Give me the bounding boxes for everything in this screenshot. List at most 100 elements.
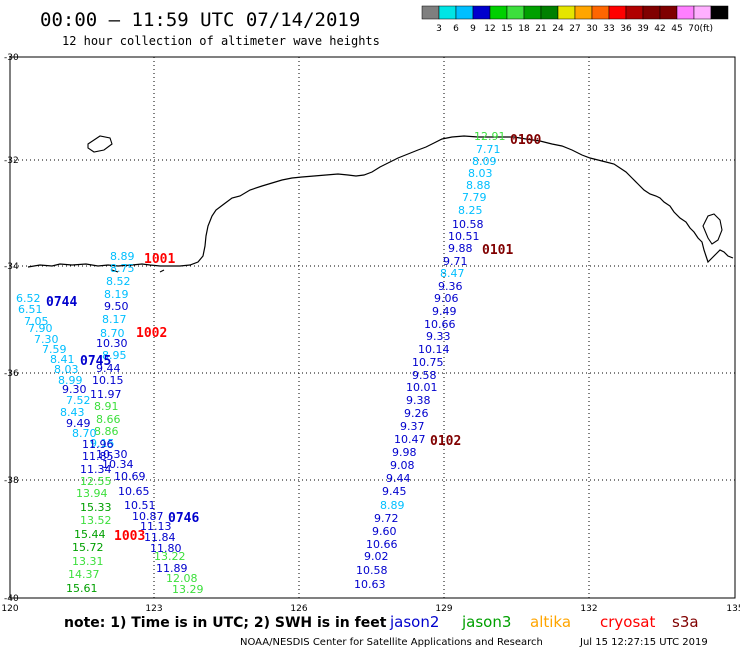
latitude-label: -36 (4, 369, 19, 379)
wave-height-point: 15.33 (80, 501, 112, 514)
legend-cryosat: cryosat (600, 613, 655, 631)
scale-swatch (642, 5, 661, 20)
map-subtitle: 12 hour collection of altimeter wave hei… (62, 34, 380, 48)
island-outline (87, 135, 113, 153)
wave-height-point: 8.43 (60, 406, 85, 419)
credit-line: NOAA/NESDIS Center for Satellite Applica… (240, 637, 543, 648)
wave-height-point: 8.70 (100, 327, 125, 340)
footer-note: note: 1) Time is in UTC; 2) SWH is in fe… (64, 615, 387, 631)
wave-height-point: 8.47 (440, 267, 465, 280)
wave-height-point: 10.75 (412, 356, 444, 369)
wave-height-point: 15.61 (66, 582, 98, 595)
scale-unit: (ft) (699, 24, 713, 34)
wave-height-point: 8.89 (110, 250, 135, 263)
scale-label: 30 (586, 24, 598, 34)
wave-height-point: 8.91 (94, 400, 119, 413)
scale-label: 15 (501, 24, 512, 34)
latitude-label: -32 (4, 156, 19, 166)
wave-height-point: 13.94 (76, 487, 108, 500)
wave-height-point: 11.13 (140, 520, 172, 533)
longitude-label: 135 (726, 604, 740, 614)
wave-height-point: 13.31 (72, 555, 104, 568)
wave-height-point: 9.15 (90, 437, 115, 450)
pass-time-label: 0100 (510, 133, 541, 148)
wave-height-point: 8.66 (96, 413, 121, 426)
wave-height-point: 10.87 (132, 510, 164, 523)
wave-height-point: 9.60 (372, 525, 397, 538)
scale-swatch (608, 5, 627, 20)
wave-height-point: 11.97 (90, 388, 122, 401)
scale-swatch (591, 5, 610, 20)
scale-swatch (421, 5, 440, 20)
scale-label: 33 (603, 24, 614, 34)
wave-height-point: 10.58 (452, 218, 484, 231)
wave-height-point: 10.51 (448, 230, 480, 243)
scale-swatch (472, 5, 491, 20)
wave-height-point: 9.49 (66, 417, 91, 430)
wave-height-point: 12.08 (166, 572, 198, 585)
wave-height-color-scale: 3 6 9 12 15 18 21 24 27 30 33 36 39 42 45 70 (ft) (421, 5, 729, 34)
latitude-label: -34 (4, 262, 19, 272)
wave-height-point: 7.71 (476, 143, 501, 156)
wave-height-point: 9.44 (386, 472, 411, 485)
wave-height-point: 11.85 (82, 450, 114, 463)
australia-coastline (27, 135, 734, 268)
pass-time-label: 1002 (136, 326, 167, 341)
scale-swatch (455, 5, 474, 20)
wave-height-point: 7.79 (462, 191, 487, 204)
island-outline (702, 213, 723, 245)
latitude-label: -30 (4, 53, 19, 63)
scale-label: 39 (637, 24, 649, 34)
wave-height-point: 8.86 (94, 425, 119, 438)
wave-height-point: 10.30 (96, 448, 128, 461)
wave-height-point: 6.51 (18, 303, 43, 316)
wave-height-point: 9.37 (400, 420, 425, 433)
lat-lon-grid: 120 123 126 129 132 135 -30 -32 -34 -36 -38 -40 (1, 53, 740, 614)
wave-height-point: 9.50 (104, 300, 129, 313)
map-frame (9, 56, 736, 599)
wave-height-point: 13.52 (80, 514, 112, 527)
wave-height-point: 15.72 (72, 541, 104, 554)
map-title: 00:00 – 11:59 UTC 07/14/2019 (40, 9, 360, 31)
scale-label: 36 (620, 24, 632, 34)
scale-swatch (557, 5, 576, 20)
wave-height-point: 9.71 (443, 255, 468, 268)
coast-fragment (159, 269, 165, 273)
latitude-label: -40 (4, 594, 19, 604)
wave-height-point: 9.36 (438, 280, 463, 293)
wave-height-point: 11.96 (82, 438, 114, 451)
wave-height-point: 8.41 (50, 353, 75, 366)
wave-height-point: 10.58 (356, 564, 388, 577)
wave-height-point: 10.30 (96, 337, 128, 350)
pass-time-label: 0745 (80, 354, 111, 369)
wave-height-point: 7.59 (42, 343, 67, 356)
scale-swatch (625, 5, 644, 20)
wave-height-point: 7.30 (34, 333, 59, 346)
wave-height-point: 8.88 (466, 179, 491, 192)
wave-height-point: 9.33 (426, 330, 451, 343)
wave-height-point: 13.29 (172, 583, 204, 596)
pass-time-label: 1003 (114, 529, 145, 544)
wave-height-point: 10.63 (354, 578, 386, 591)
wave-height-point: 8.99 (58, 374, 83, 387)
legend-altika: altika (530, 613, 571, 631)
scale-swatch (489, 5, 508, 20)
scale-label: 27 (569, 24, 580, 34)
wave-height-point: 10.69 (114, 470, 146, 483)
wave-height-point: 8.70 (72, 427, 97, 440)
wave-height-point: 9.08 (390, 459, 415, 472)
wave-height-point: 11.84 (144, 531, 176, 544)
scale-swatch (438, 5, 457, 20)
wave-height-point: 10.34 (102, 458, 134, 471)
scale-swatch (693, 5, 712, 20)
scale-label: 18 (518, 24, 530, 34)
wave-height-point: 8.17 (102, 313, 127, 326)
wave-height-point: 8.09 (472, 155, 497, 168)
wave-height-point: 10.14 (418, 343, 450, 356)
wave-height-point: 9.98 (392, 446, 417, 459)
wave-height-point: 10.65 (118, 485, 150, 498)
wave-height-point: 7.05 (24, 315, 49, 328)
wave-height-point: 11.80 (150, 542, 182, 555)
pass-time-label: 1001 (144, 252, 175, 267)
